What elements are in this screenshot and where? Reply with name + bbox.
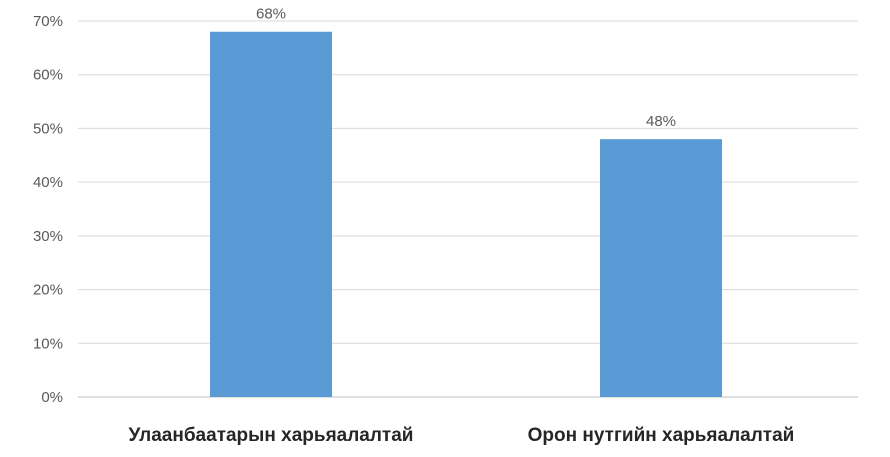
bar <box>600 139 722 397</box>
y-tick-label: 70% <box>33 13 63 30</box>
bar <box>210 31 332 397</box>
y-axis-ticks: 0% 10% 20% 30% 40% 50% 60% 70% <box>33 13 63 406</box>
gridlines <box>78 20 858 398</box>
data-labels: 68% 48% <box>256 6 676 130</box>
y-tick-label: 40% <box>33 174 63 191</box>
category-label: Улаанбаатарын харьяалалтай <box>129 425 414 446</box>
data-label: 48% <box>646 113 676 130</box>
data-label: 68% <box>256 6 286 23</box>
bars <box>210 31 722 397</box>
y-tick-label: 50% <box>33 120 63 137</box>
y-tick-label: 10% <box>33 335 63 352</box>
y-tick-label: 60% <box>33 67 63 84</box>
category-labels: Улаанбаатарын харьяалалтай Орон нутгийн х… <box>129 425 795 446</box>
y-tick-label: 0% <box>41 389 63 406</box>
y-tick-label: 30% <box>33 228 63 245</box>
category-label: Орон нутгийн харьяалалтай <box>528 425 795 446</box>
y-tick-label: 20% <box>33 282 63 299</box>
